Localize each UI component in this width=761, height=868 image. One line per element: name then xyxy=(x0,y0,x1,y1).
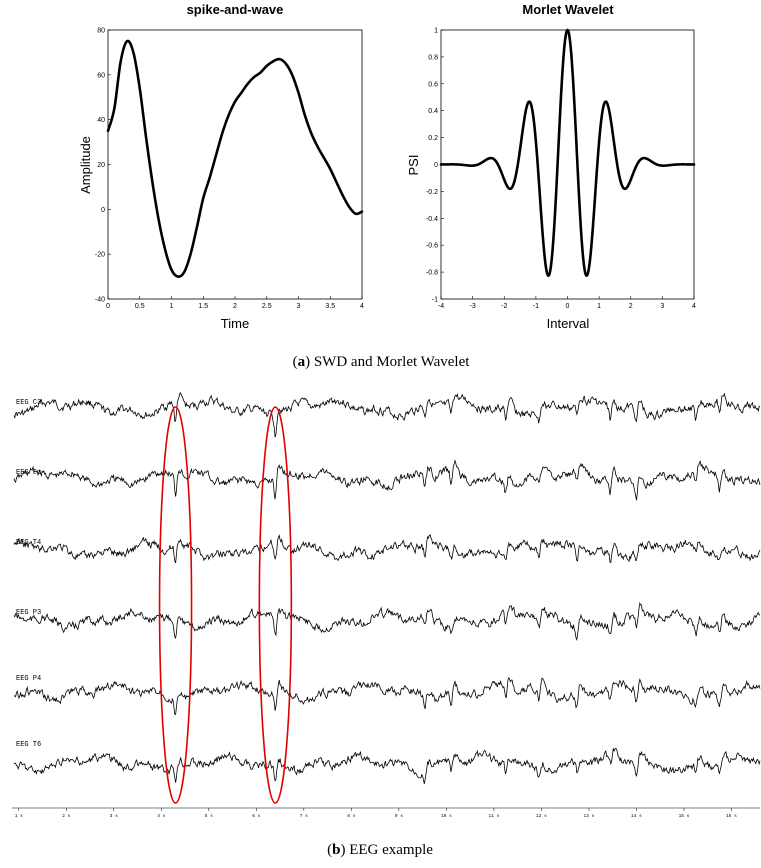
morlet-y-tick-label: -0.8 xyxy=(426,270,438,277)
caption-a-text: SWD and Morlet Wavelet xyxy=(314,354,470,370)
svg-text:(a) SWD and Morlet Wavelet: (a) SWD and Morlet Wavelet xyxy=(293,354,471,370)
morlet-title: Morlet Wavelet xyxy=(522,2,614,17)
eeg-x-tick-label: 10 s xyxy=(441,813,452,819)
eeg-highlight-ellipse xyxy=(258,406,293,804)
morlet-x-tick-label: -1 xyxy=(533,303,539,310)
caption-a-close: ) xyxy=(305,354,314,370)
morlet-chart: Morlet Wavelet -4 -3 -2 -1 0 1 2 3 4 -1-0.8-0.6-… xyxy=(406,2,696,331)
eeg-x-tick-label: 11 s xyxy=(489,813,500,819)
swd-x-ticks: 0 0.5 1 1.5 2 2.5 3 3.5 4 xyxy=(106,296,364,310)
morlet-series-line xyxy=(439,28,696,278)
swd-y-ticks: -40 -20 0 20 40 60 80 xyxy=(95,28,111,304)
eeg-x-tick-label: 5 s xyxy=(205,813,213,819)
swd-x-tick-label: 3 xyxy=(297,303,301,310)
morlet-x-tick-label: 0 xyxy=(566,303,570,310)
morlet-y-tick-label: -0.2 xyxy=(426,189,438,196)
swd-x-tick-label: 3.5 xyxy=(325,303,335,310)
eeg-x-tick-label: 4 s xyxy=(157,813,165,819)
swd-y-tick-label: 20 xyxy=(97,162,105,169)
morlet-x-label: Interval xyxy=(547,316,590,331)
morlet-x-tick-label: -2 xyxy=(501,303,507,310)
morlet-x-tick-label: -3 xyxy=(470,303,476,310)
caption-b: (b) EEG example xyxy=(327,842,433,858)
eeg-x-tick-label: 16 s xyxy=(726,813,737,819)
morlet-x-tick-label: -4 xyxy=(438,303,444,310)
eeg-trace xyxy=(13,392,761,438)
eeg-trace xyxy=(13,676,761,716)
eeg-x-tick-label: 9 s xyxy=(395,813,403,819)
swd-y-tick-label: 80 xyxy=(97,28,105,35)
morlet-y-tick-label: 0.6 xyxy=(428,81,438,88)
morlet-y-label: PSI xyxy=(406,155,421,176)
morlet-y-tick-label: 0.8 xyxy=(428,54,438,61)
eeg-x-tick-label: 2 s xyxy=(62,813,70,819)
eeg-x-tick-label: 3 s xyxy=(110,813,118,819)
morlet-y-tick-label: -0.6 xyxy=(426,243,438,250)
swd-x-tick-label: 0 xyxy=(106,303,110,310)
caption-a-open: ( xyxy=(293,354,298,370)
swd-x-tick-label: 4 xyxy=(360,303,364,310)
swd-chart: spike-and-wave 0 0.5 1 1.5 2 2.5 3 3.5 4 -40 -20 0… xyxy=(78,2,364,331)
eeg-x-tick-label: 14 s xyxy=(631,813,642,819)
morlet-x-tick-label: 1 xyxy=(597,303,601,310)
swd-y-tick-label: -20 xyxy=(95,252,105,259)
morlet-y-tick-label: 0.4 xyxy=(428,108,438,115)
morlet-y-tick-label: 1 xyxy=(434,28,438,35)
caption-a: (a) SWD and Morlet Wavelet xyxy=(293,354,471,370)
swd-y-label: Amplitude xyxy=(78,136,93,194)
eeg-channel-label: EEG P4 xyxy=(16,675,41,683)
morlet-x-tick-label: 3 xyxy=(660,303,664,310)
eeg-x-tick-label: 15 s xyxy=(679,813,690,819)
eeg-channel-label: EEG T6 xyxy=(16,741,41,749)
eeg-trace xyxy=(13,601,761,641)
caption-b-text: EEG example xyxy=(349,842,433,858)
eeg-channel-label: EEG P3 xyxy=(16,609,41,617)
morlet-x-tick-label: 2 xyxy=(629,303,633,310)
swd-x-tick-label: 1 xyxy=(170,303,174,310)
swd-x-tick-label: 0.5 xyxy=(135,303,145,310)
morlet-y-tick-label: 0 xyxy=(434,162,438,169)
morlet-y-ticks: -1 -0.8 -0.6 -0.4 -0.2 0 0.2 0.4 0.6 0.8 1 xyxy=(426,28,444,304)
swd-x-tick-label: 2.5 xyxy=(262,303,272,310)
morlet-y-tick-label: -1 xyxy=(432,297,438,304)
swd-series-line xyxy=(106,39,364,278)
swd-y-tick-label: -40 xyxy=(95,297,105,304)
swd-y-tick-label: 40 xyxy=(97,117,105,124)
morlet-x-tick-label: 4 xyxy=(692,303,696,310)
morlet-y-tick-label: -0.4 xyxy=(426,216,438,223)
swd-axes-box xyxy=(107,29,363,300)
eeg-x-tick-label: 13 s xyxy=(584,813,595,819)
eeg-highlights xyxy=(158,406,293,804)
swd-title: spike-and-wave xyxy=(187,2,284,17)
eeg-trace xyxy=(13,747,761,784)
eeg-x-ticks: 1 s 2 s 3 s 4 s 5 s 6 s 7 s 8 s 9 s 10 s 11 s 12 s 1… xyxy=(15,808,737,819)
swd-y-tick-label: 60 xyxy=(97,72,105,79)
swd-x-tick-label: 1.5 xyxy=(198,303,208,310)
caption-b-open: ( xyxy=(327,842,332,858)
eeg-x-tick-label: 6 s xyxy=(252,813,260,819)
morlet-y-tick-label: 0.2 xyxy=(428,135,438,142)
eeg-x-tick-label: 7 s xyxy=(300,813,308,819)
swd-x-tick-label: 2 xyxy=(233,303,237,310)
caption-b-letter: b xyxy=(332,842,340,858)
caption-b-close: ) xyxy=(340,842,349,858)
eeg-x-tick-label: 12 s xyxy=(536,813,547,819)
eeg-x-tick-label: 8 s xyxy=(347,813,355,819)
svg-text:(b) EEG example: (b) EEG example xyxy=(327,842,433,858)
caption-a-letter: a xyxy=(298,354,306,370)
eeg-channel-label: EEG C3 xyxy=(16,399,41,407)
eeg-trace xyxy=(13,534,761,564)
eeg-channel-label: EEG T4 xyxy=(16,539,41,547)
morlet-x-ticks: -4 -3 -2 -1 0 1 2 3 4 xyxy=(438,296,696,310)
eeg-trace xyxy=(13,459,761,501)
swd-y-tick-label: 0 xyxy=(101,207,105,214)
swd-x-label: Time xyxy=(221,316,249,331)
eeg-x-tick-label: 1 s xyxy=(15,813,23,819)
eeg-highlight-ellipse xyxy=(158,406,193,804)
